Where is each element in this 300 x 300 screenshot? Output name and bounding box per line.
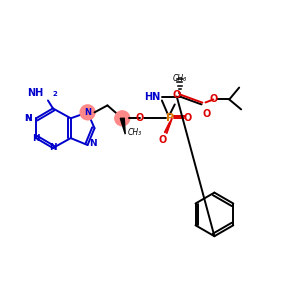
Text: N: N <box>49 143 57 152</box>
Text: N: N <box>90 139 97 148</box>
Text: O: O <box>159 135 167 145</box>
Text: O: O <box>209 94 217 104</box>
Text: CH₃: CH₃ <box>127 128 141 137</box>
Text: O: O <box>172 91 181 100</box>
Text: P: P <box>166 113 174 123</box>
Text: HN: HN <box>144 92 160 101</box>
Polygon shape <box>120 118 125 134</box>
Text: O: O <box>136 113 144 123</box>
Text: O: O <box>184 113 192 123</box>
Circle shape <box>115 111 130 126</box>
Text: NH: NH <box>27 88 43 98</box>
Text: N: N <box>25 114 32 123</box>
Circle shape <box>80 105 95 120</box>
Text: O: O <box>202 110 211 119</box>
Text: CH₃: CH₃ <box>173 74 187 83</box>
Text: N: N <box>84 108 91 117</box>
Text: 2: 2 <box>53 91 58 97</box>
Text: N: N <box>32 134 40 142</box>
Text: N: N <box>25 114 32 123</box>
